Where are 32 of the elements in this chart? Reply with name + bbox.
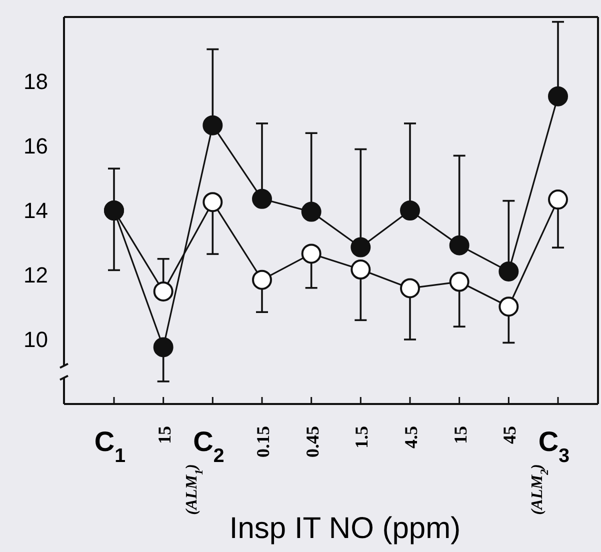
point — [350, 260, 371, 280]
x-tick-label: 0.45 — [302, 426, 322, 458]
x-tick-label: 1.5 — [352, 426, 372, 448]
point — [202, 115, 223, 136]
point — [153, 281, 174, 302]
x-tick-label: 15 — [450, 426, 470, 444]
y-tick-label: 10 — [24, 327, 48, 352]
point — [548, 190, 568, 210]
point — [400, 200, 420, 220]
point — [498, 261, 519, 282]
point — [202, 192, 223, 212]
y-tick-label: 16 — [24, 134, 48, 159]
x-tick-label: 45 — [500, 426, 520, 444]
y-tick-label: 18 — [24, 69, 48, 94]
point — [301, 202, 322, 222]
point — [498, 296, 519, 317]
point — [350, 237, 371, 258]
x-tick-label: 4.5 — [401, 426, 421, 448]
point — [252, 270, 272, 290]
point — [252, 188, 272, 209]
point — [301, 244, 322, 264]
x-tick-label: 15 — [154, 426, 174, 444]
y-tick-label: 14 — [24, 198, 48, 224]
point — [548, 86, 568, 106]
point — [449, 272, 470, 292]
point — [400, 278, 420, 298]
x-axis-title: Insp IT NO (ppm) — [229, 512, 461, 545]
x-tick-label: 0.15 — [253, 426, 273, 458]
x-tick-label: C$_{1}$ — [94, 426, 126, 467]
point — [449, 235, 470, 256]
y-tick-label: 12 — [24, 262, 48, 288]
point — [153, 337, 174, 358]
